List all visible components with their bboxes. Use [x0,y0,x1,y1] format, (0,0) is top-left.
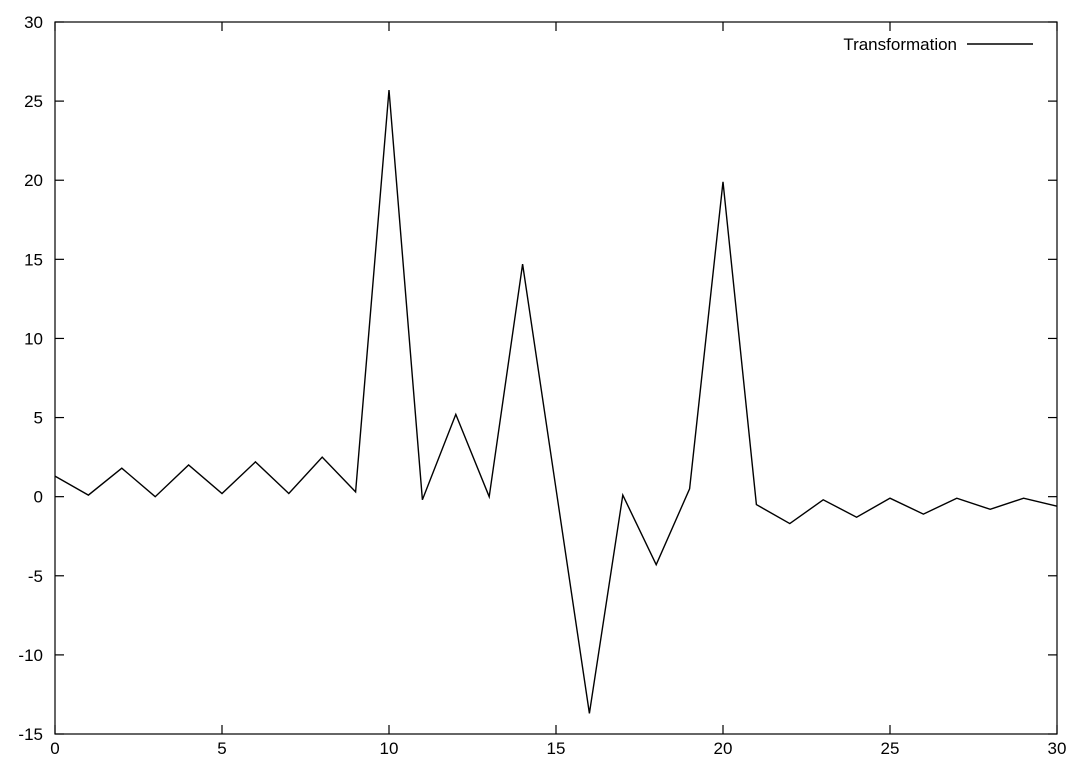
x-tick-label: 5 [217,739,226,758]
y-tick-label: 25 [24,92,43,111]
x-tick-label: 20 [714,739,733,758]
plot-frame [54,21,1058,735]
x-tick-label: 10 [380,739,399,758]
y-tick-label: 5 [34,409,43,428]
series-line-transformation [54,89,1058,714]
y-tick-label: 10 [24,329,43,348]
x-tick-label: 0 [50,739,59,758]
y-tick-label: 0 [34,488,43,507]
series-group [54,89,1058,714]
y-tick-label: 30 [24,13,43,32]
tick-labels: 0 5 10 15 20 25 30 -15 -10 -5 0 5 10 15 20 25 30 [18,13,1066,758]
tick-marks [54,21,1058,735]
y-tick-label: -10 [18,646,43,665]
y-tick-label: -5 [28,567,43,586]
x-tick-label: 30 [1048,739,1067,758]
legend-label: Transformation [843,35,957,54]
y-tick-label: 15 [24,250,43,269]
x-tick-label: 25 [881,739,900,758]
x-tick-label: 15 [547,739,566,758]
y-tick-label: -15 [18,725,43,744]
legend: Transformation [843,35,1033,54]
y-tick-label: 20 [24,171,43,190]
